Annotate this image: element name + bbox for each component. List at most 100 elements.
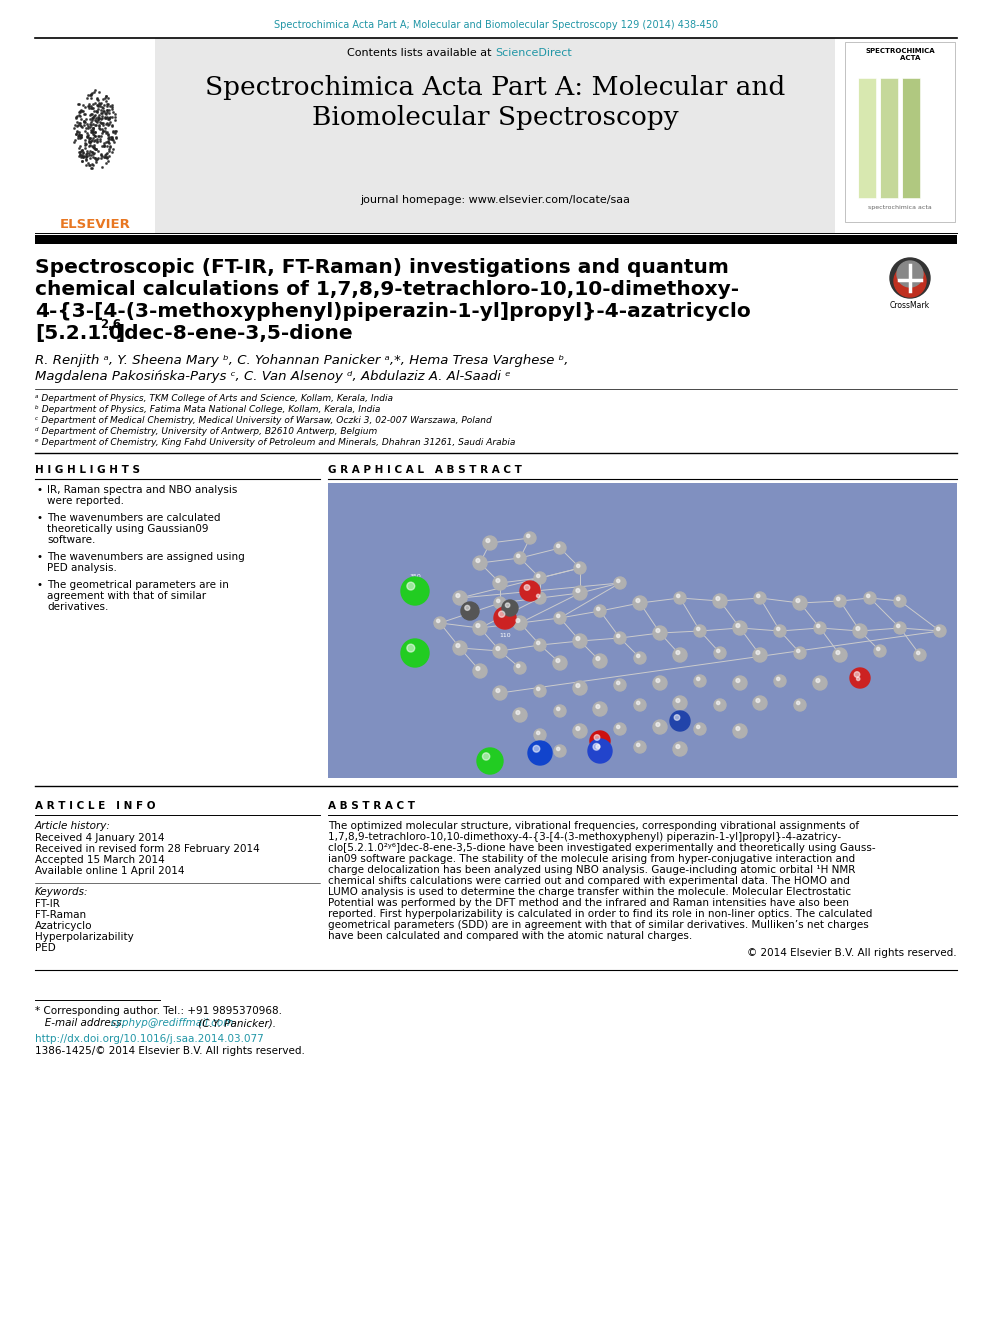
- Circle shape: [614, 577, 626, 589]
- Point: [92, 131, 108, 152]
- Circle shape: [554, 542, 566, 554]
- Point: [86, 124, 102, 146]
- Circle shape: [554, 745, 566, 757]
- Point: [89, 148, 105, 169]
- Text: 1,7,8,9-tetrachloro-10,10-dimethoxy-4-{3-[4-(3-methoxyphenyl) piperazin-1-yl]pro: 1,7,8,9-tetrachloro-10,10-dimethoxy-4-{3…: [328, 832, 841, 841]
- Bar: [858, 78, 876, 198]
- Text: 4-{3-[4-(3-methoxyphenyl)piperazin-1-yl]propyl}-4-azatricyclo: 4-{3-[4-(3-methoxyphenyl)piperazin-1-yl]…: [35, 302, 751, 321]
- Point: [95, 112, 111, 134]
- Point: [84, 135, 100, 156]
- Circle shape: [494, 607, 516, 628]
- Point: [95, 120, 111, 142]
- Point: [101, 108, 117, 130]
- Circle shape: [576, 684, 580, 688]
- Circle shape: [534, 591, 546, 605]
- Point: [107, 120, 123, 142]
- Circle shape: [557, 708, 559, 710]
- Point: [82, 111, 98, 132]
- Point: [99, 146, 115, 167]
- Point: [78, 146, 94, 167]
- Circle shape: [513, 617, 527, 630]
- Point: [98, 86, 114, 107]
- Point: [86, 147, 102, 168]
- Point: [86, 101, 102, 122]
- Point: [93, 112, 109, 134]
- Circle shape: [517, 664, 520, 668]
- Circle shape: [936, 627, 939, 631]
- Circle shape: [673, 648, 687, 662]
- Point: [99, 143, 115, 164]
- Point: [93, 122, 109, 143]
- Text: A R T I C L E   I N F O: A R T I C L E I N F O: [35, 800, 156, 811]
- Point: [82, 98, 98, 119]
- Point: [68, 120, 84, 142]
- Circle shape: [794, 647, 806, 659]
- Point: [104, 94, 120, 115]
- Point: [99, 135, 115, 156]
- Circle shape: [897, 624, 900, 627]
- Point: [82, 108, 98, 130]
- Point: [100, 127, 116, 148]
- Point: [73, 126, 89, 147]
- Point: [89, 87, 105, 108]
- Point: [87, 122, 103, 143]
- Circle shape: [401, 577, 429, 605]
- Point: [77, 130, 93, 151]
- Text: © 2014 Elsevier B.V. All rights reserved.: © 2014 Elsevier B.V. All rights reserved…: [747, 949, 957, 958]
- Point: [70, 142, 86, 163]
- Point: [96, 147, 112, 168]
- Circle shape: [833, 648, 847, 662]
- Point: [84, 155, 100, 176]
- Point: [99, 132, 115, 153]
- Point: [93, 99, 109, 120]
- Text: were reported.: were reported.: [47, 496, 124, 505]
- Point: [96, 136, 112, 157]
- Point: [78, 149, 94, 171]
- Circle shape: [714, 647, 726, 659]
- Point: [68, 123, 84, 144]
- Point: [76, 138, 92, 159]
- Point: [79, 122, 95, 143]
- Circle shape: [616, 681, 620, 684]
- Point: [104, 128, 120, 149]
- Text: have been calculated and compared with the atomic natural charges.: have been calculated and compared with t…: [328, 931, 692, 941]
- Text: A B S T R A C T: A B S T R A C T: [328, 800, 415, 811]
- Point: [82, 114, 98, 135]
- Point: [73, 144, 89, 165]
- Circle shape: [473, 620, 487, 635]
- Point: [102, 95, 118, 116]
- Point: [86, 124, 102, 146]
- Point: [98, 85, 114, 106]
- Point: [101, 114, 117, 135]
- Point: [75, 94, 91, 115]
- Text: clo[5.2.1.0²ʸ⁶]dec-8-ene-3,5-dione have been investigated experimentally and the: clo[5.2.1.0²ʸ⁶]dec-8-ene-3,5-dione have …: [328, 843, 876, 853]
- Point: [67, 107, 83, 128]
- Bar: [35, 38, 155, 233]
- Point: [83, 87, 99, 108]
- Point: [77, 135, 93, 156]
- Text: [5.2.1.0: [5.2.1.0: [35, 324, 123, 343]
- Point: [98, 90, 114, 111]
- Point: [87, 147, 103, 168]
- Text: FT-Raman: FT-Raman: [35, 910, 86, 919]
- Point: [98, 94, 114, 115]
- Point: [87, 139, 103, 160]
- Circle shape: [836, 651, 840, 655]
- Point: [107, 110, 123, 131]
- Text: chemical calculations of 1,7,8,9-tetrachloro-10,10-dimethoxy-: chemical calculations of 1,7,8,9-tetrach…: [35, 280, 739, 299]
- Point: [77, 108, 93, 130]
- Circle shape: [494, 597, 506, 609]
- Point: [81, 131, 97, 152]
- Point: [103, 127, 119, 148]
- Text: 1: 1: [538, 755, 542, 759]
- Circle shape: [653, 626, 667, 640]
- Point: [73, 149, 89, 171]
- Point: [82, 131, 98, 152]
- Point: [83, 122, 99, 143]
- Point: [104, 115, 120, 136]
- Circle shape: [616, 725, 620, 729]
- Point: [105, 120, 121, 142]
- Point: [81, 127, 97, 148]
- Circle shape: [670, 710, 690, 732]
- Point: [87, 114, 103, 135]
